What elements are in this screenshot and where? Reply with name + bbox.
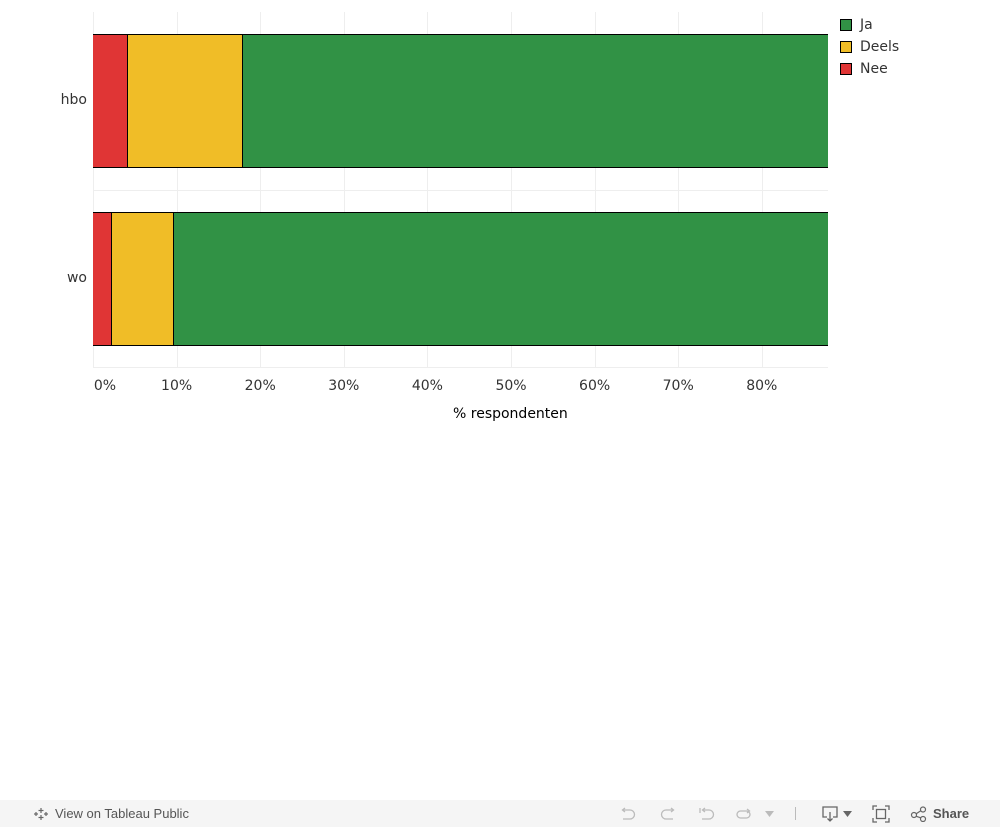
bar-segment-deels[interactable] <box>128 35 243 167</box>
dropdown-icon <box>843 810 852 817</box>
category-label: hbo <box>60 92 87 108</box>
bar-segment-nee[interactable] <box>93 35 129 167</box>
legend-label: Deels <box>860 39 900 55</box>
legend-item-ja[interactable]: Ja <box>840 14 899 36</box>
revert-icon <box>699 806 715 820</box>
bar-hbo[interactable] <box>93 34 828 168</box>
legend-item-deels[interactable]: Deels <box>840 36 899 58</box>
bar-segment-deels[interactable] <box>112 213 175 345</box>
share-label: Share <box>933 806 970 821</box>
download-icon <box>822 805 838 822</box>
x-axis-line <box>93 367 828 368</box>
x-tick-label: 40% <box>411 378 443 394</box>
x-axis-label: % respondenten <box>453 406 568 422</box>
view-on-tableau-label: View on Tableau Public <box>55 806 189 821</box>
row-divider <box>93 190 828 191</box>
share-icon <box>910 805 927 822</box>
x-tick-label: 80% <box>746 378 778 394</box>
x-tick-label: 10% <box>161 378 193 394</box>
bar-segment-ja[interactable] <box>242 35 828 167</box>
undo-button[interactable] <box>619 800 637 827</box>
refresh-dropdown[interactable] <box>765 800 774 827</box>
legend-swatch <box>840 63 852 75</box>
chart-plot-area <box>93 12 828 368</box>
bar-segment-nee[interactable] <box>93 213 113 345</box>
toolbar-divider <box>795 807 796 820</box>
legend-label: Nee <box>860 61 888 77</box>
legend: Ja Deels Nee <box>840 14 899 80</box>
view-on-tableau-link[interactable]: View on Tableau Public <box>33 800 189 827</box>
fullscreen-icon <box>872 804 890 823</box>
redo-button[interactable] <box>659 800 677 827</box>
tableau-logo-icon <box>33 806 49 822</box>
legend-swatch <box>840 41 852 53</box>
x-tick-label: 30% <box>328 378 360 394</box>
revert-button[interactable] <box>698 800 716 827</box>
refresh-icon <box>736 807 751 819</box>
x-tick-label: 70% <box>662 378 694 394</box>
undo-icon <box>621 806 636 820</box>
fullscreen-button[interactable] <box>872 800 890 827</box>
category-label: wo <box>66 270 87 286</box>
legend-label: Ja <box>860 17 873 33</box>
dropdown-icon <box>765 810 774 817</box>
legend-swatch <box>840 19 852 31</box>
tableau-toolbar: View on Tableau Public Share <box>0 800 1000 827</box>
x-tick-label: 0% <box>93 378 117 394</box>
x-tick-label: 50% <box>495 378 527 394</box>
x-tick-label: 60% <box>579 378 611 394</box>
bar-wo[interactable] <box>93 212 828 346</box>
legend-item-nee[interactable]: Nee <box>840 58 899 80</box>
redo-icon <box>660 806 675 820</box>
refresh-button[interactable] <box>735 800 753 827</box>
download-button[interactable] <box>821 800 852 827</box>
bar-segment-ja[interactable] <box>174 213 828 345</box>
share-button[interactable]: Share <box>910 800 969 827</box>
x-tick-label: 20% <box>244 378 276 394</box>
